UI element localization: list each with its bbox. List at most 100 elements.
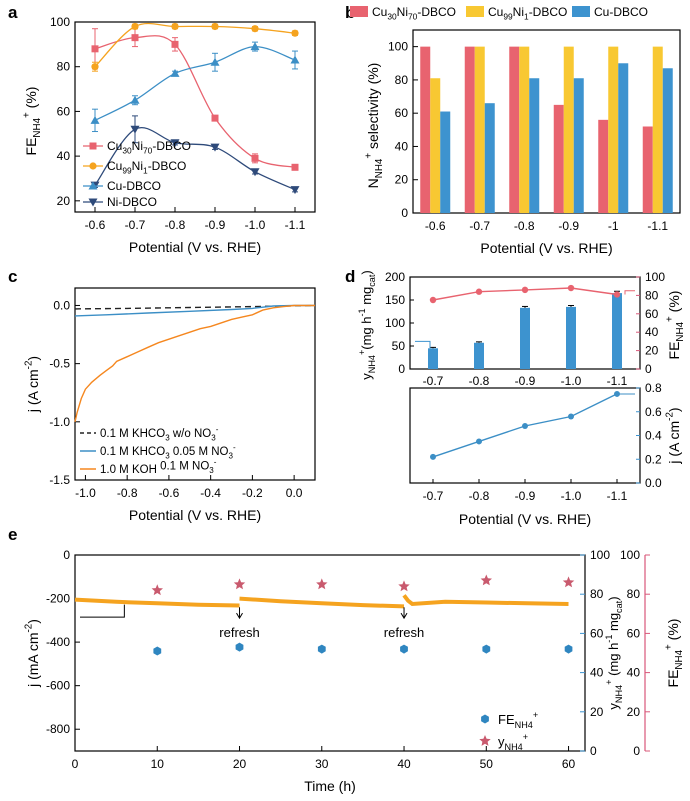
panel-label-d: d [345,267,355,286]
panel-e-legend-label-fe-part: NH [515,720,528,730]
panel-b-bar [553,104,564,213]
panel-e-legend-label-fe-part: + [533,710,538,720]
panel-b-xtick-label: -0.8 [514,219,535,233]
panel-label-c: c [8,267,17,286]
panel-b-legend-label-part: Cu [488,5,503,19]
panel-a-xtick-label: -0.7 [125,218,146,232]
panel-d-bottom-point [522,423,528,429]
panel-b-bar [573,78,584,213]
panel-b-axes [412,29,681,214]
panel-e-ylabel-right-part: NH [674,655,685,669]
panel-label-e: e [8,525,17,544]
panel-c-legend-label-part: 3 [165,451,170,460]
panel-c-legend-label-part: 3 [211,433,216,442]
panel-c-legend-label-part: 3 [228,451,233,460]
panel-a-legend-label-part: Cu [107,139,122,153]
panel-c-ytick-label: -1.0 [49,415,70,429]
panel-e-legend-label-fe: FENH4+ [498,710,538,730]
panel-d-ytick-left-label: 150 [385,293,405,307]
panel-a-legend-label: Cu-DBCO [107,179,161,193]
panel-e-fe-point [562,576,575,588]
panel-d-top-ylabel-left-part: NH [367,360,377,373]
panel-c-legend-label: 0.1 M KHCO3 0.05 M NO3- [100,443,236,461]
panel-d-top-ylabel-left-part: (mg h [359,317,374,350]
panel-b-legend-label-part: 30 [387,12,397,22]
panel-b-xtick-label: -0.9 [558,219,579,233]
panel-a-ytick-label: 40 [57,149,71,163]
panel-d-bottom-ytick-label: 0.8 [645,381,662,395]
panel-a-legend-marker [89,142,97,150]
panel-b-bar [642,126,653,213]
panel-b-legend-label-part: Cu-DBCO [594,5,648,19]
panel-e-xtick-label: 20 [233,757,247,771]
panel-a-ylabel: FENH4+ (%) [22,87,44,156]
panel-d-xtick-label: -0.8 [469,374,490,388]
panel-b-legend-label: Cu-DBCO [594,5,648,19]
panel-e-ylabel-mid-part: NH [614,690,624,703]
panel-d-bottom-ylabel-part: ) [666,407,682,412]
panel-d-top-ylabel-left-part: y [359,373,374,380]
panel-e-axes [74,554,586,752]
panel-d-xtick-label: -1.1 [607,374,628,388]
panel-e-legend-label-y-part: + [523,732,528,742]
panel-a-point [91,63,99,71]
panel-d-top-ylabel-left-part: 4 [367,355,377,360]
panel-e-ylabel-right-part: + [664,644,675,650]
panel-d-bottom-xtick-label: -0.9 [515,489,536,503]
panel-b-legend-label: Cu30Ni70-DBCO [372,5,456,22]
panel-b-bar [430,78,441,213]
panel-b-bar [662,68,673,213]
panel-d-bar [520,307,530,369]
panel-e-ytick-right-label: 0 [633,744,640,758]
panel-a-point [90,115,100,124]
panel-d-fe-point [567,284,575,292]
panel-c-ytick-label: 0.0 [53,298,70,312]
panel-d-top-ylabel-right-part: + [665,316,676,322]
panel-e-ytick-left-label: -400 [46,635,70,649]
panel-b-bar [608,46,619,213]
panel-d-ytick-right-label: 80 [645,288,659,302]
panel-e-ylabel-mid-part: 4 [614,685,624,690]
panel-d-bottom-ylabel-part: -2 [665,412,676,421]
panel-a-legend-label-part: Cu [107,159,122,173]
panel-e-ylabel-right-part: 4 [674,649,685,655]
panel-e-xtick-label: 50 [480,757,494,771]
panel-a-legend-label-part: -DBCO [148,159,187,173]
panel-e-ylabel-left-part: -2 [24,624,35,633]
panel-e-xtick-label: 60 [562,757,576,771]
panel-label-a: a [8,3,18,22]
panel-b-legend-label-part: 99 [503,12,513,22]
panel-a-point [91,45,99,53]
panel-e-ylabel-mid-part: -1 [604,635,614,643]
panel-c-legend-label-part: w/o NO [170,428,212,440]
panel-c-legend-label-part: 0.1 M KHCO [100,446,165,458]
panel-b-ylabel-part: N [365,178,381,188]
panel-d-fe-point [429,296,437,304]
panel-d-bar [612,293,622,369]
panel-b-legend-label: Cu99Ni1-DBCO [488,5,567,22]
panel-c-legend-label: 1.0 M KOH 0.1 M NO3- [100,457,217,476]
panel-b-xtick-label: -1.1 [647,219,668,233]
panel-a-ytick-label: 80 [57,60,71,74]
panel-d-arrow-left [415,340,431,349]
panel-e-y-point [235,642,244,652]
panel-a-legend-label-part: 99 [122,166,132,176]
panel-e-ylabel-left-part: ) [25,619,41,624]
panel-a-legend-label-part: Ni [132,139,143,153]
panel-b-ylabel: NNH4+ selectivity (%) [364,63,386,189]
panel-a-point [130,95,140,104]
panel-a-legend-label: Cu99Ni1-DBCO [107,159,186,176]
panel-d-top-ylabel-right: FENH4+ (%) [665,291,687,360]
panel-e-ytick-right-label: 60 [627,626,641,640]
panel-c-legend-label-part: - [233,443,236,452]
panel-e-fe-point [316,578,328,590]
panel-d-top-ylabel-left-part: mg [359,287,374,309]
panel-a-xlabel: Potential (V vs. RHE) [129,239,261,255]
panel-e-ytick-mid-label: 100 [590,548,610,562]
panel-d-ytick-left-label: 50 [392,339,406,353]
panel-d-ytick-right-label: 100 [645,270,665,284]
panel-e-ylabel-mid: yNH4+ (mg h-1 mgcat) [604,596,624,709]
panel-e-ytick-right-label: 100 [620,548,640,562]
panel-c-series-line [74,304,316,310]
